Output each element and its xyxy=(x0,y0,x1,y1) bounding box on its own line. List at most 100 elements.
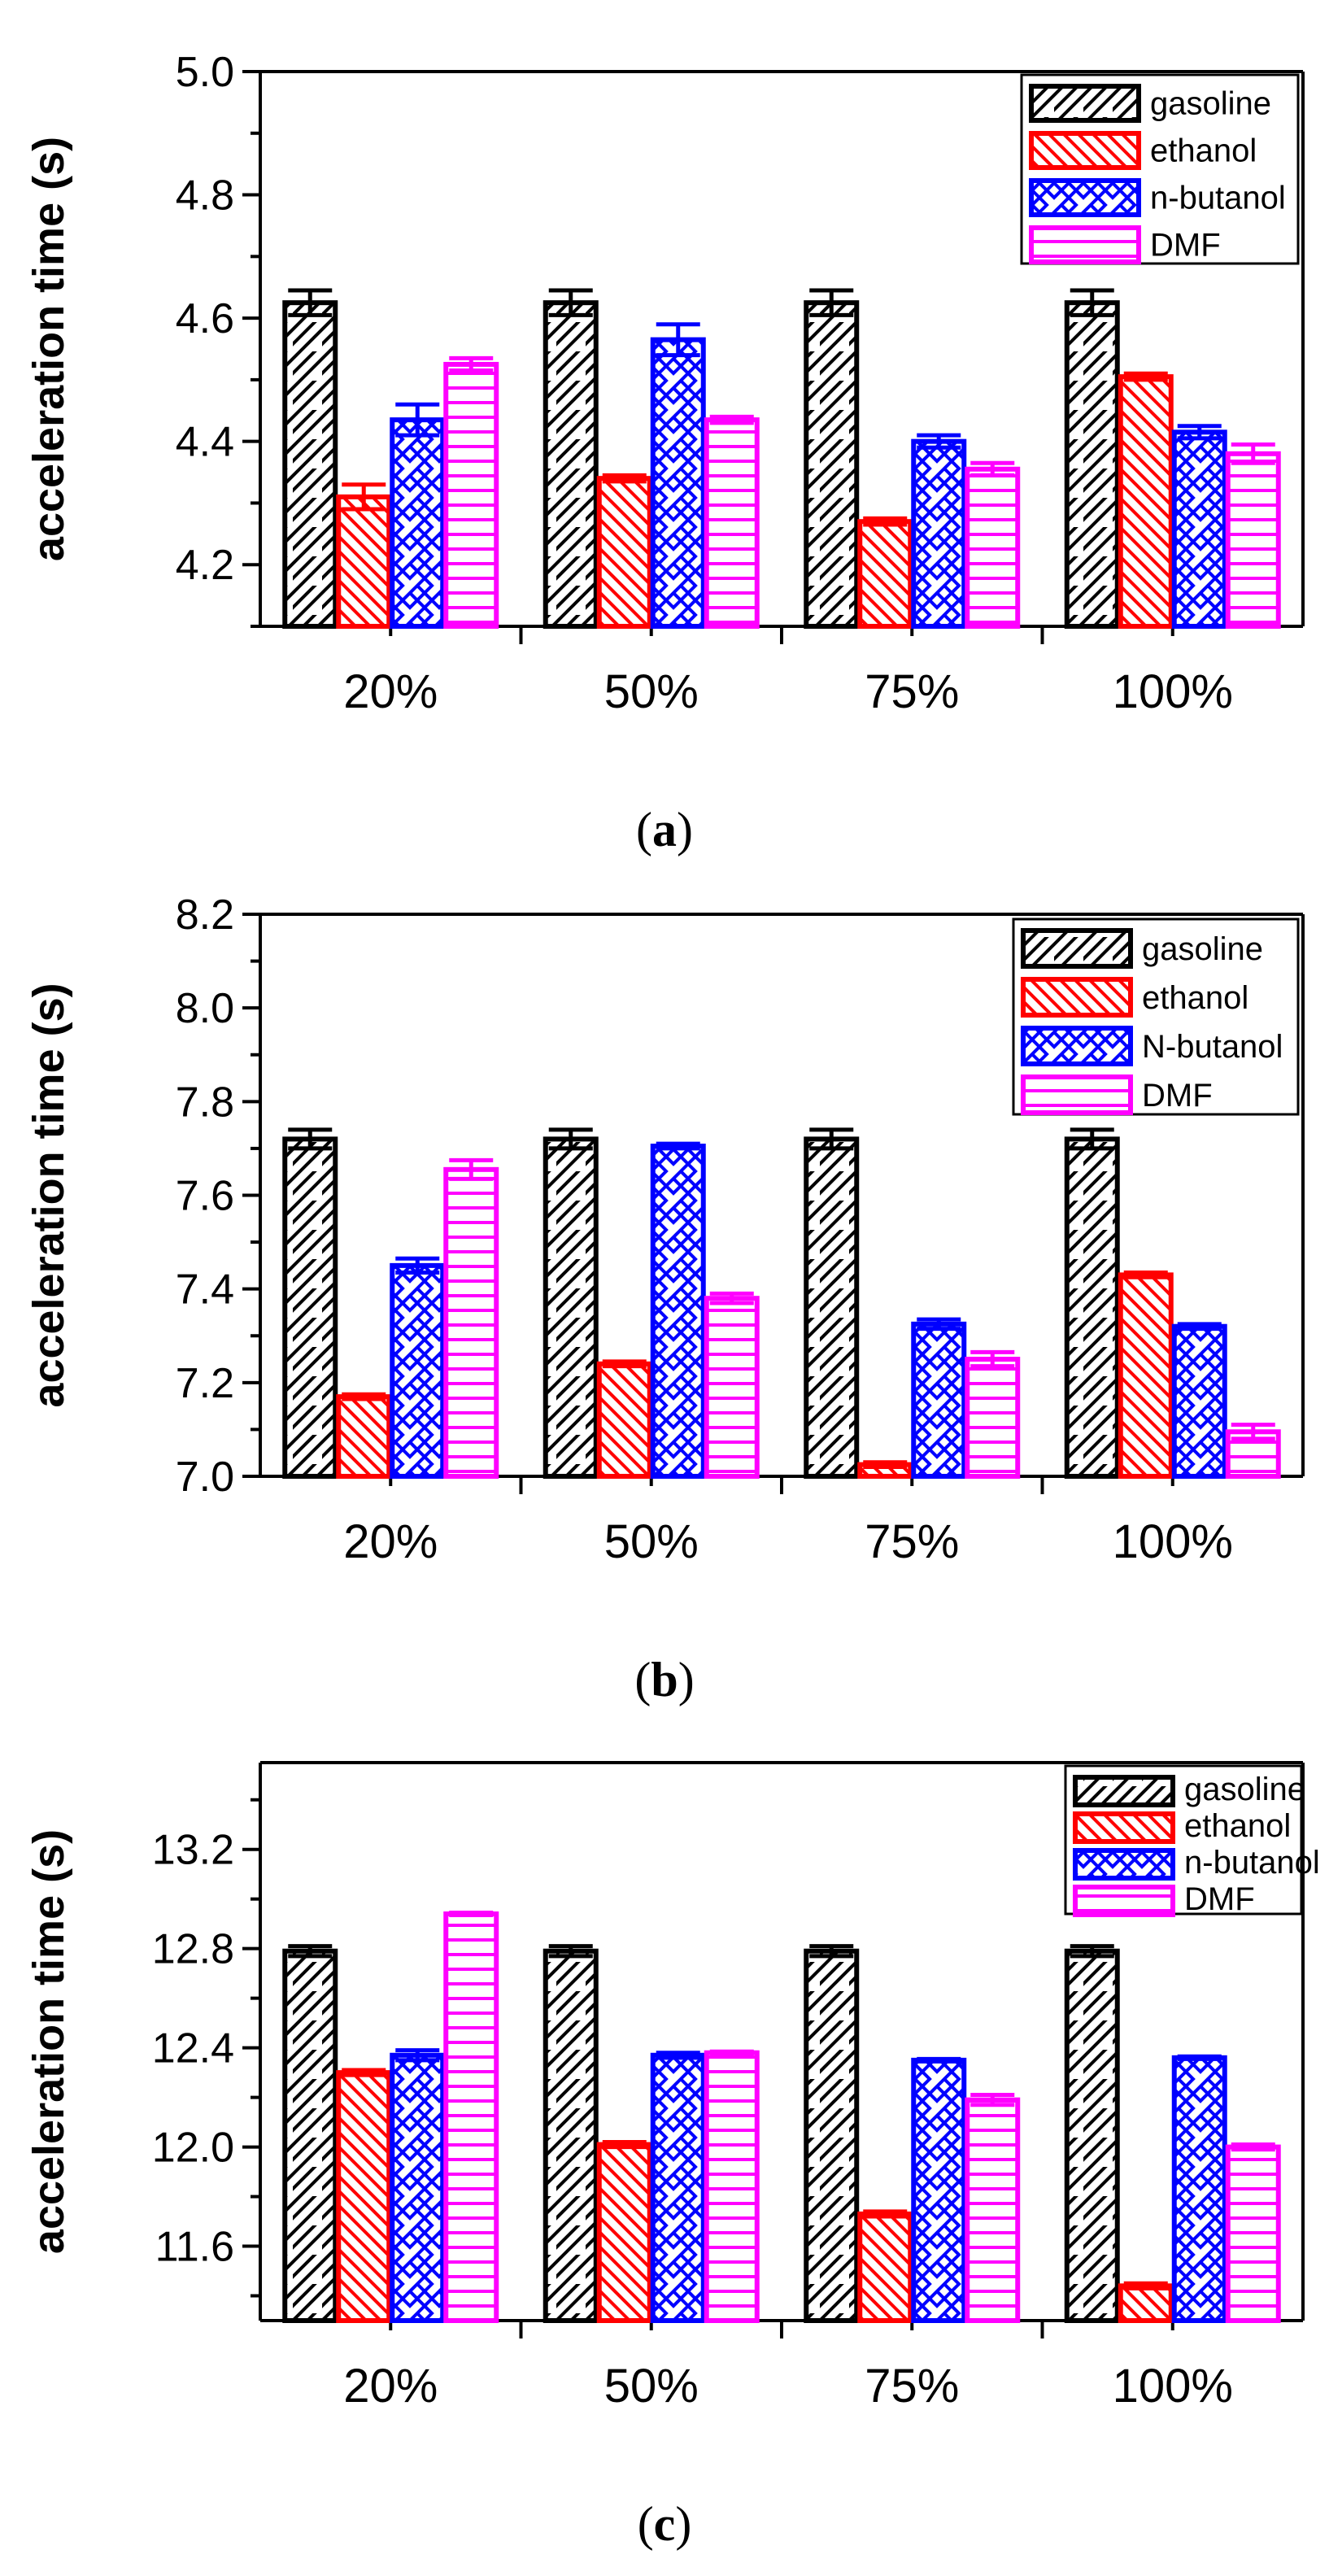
legend-label: N-butanol xyxy=(1142,1029,1283,1065)
y-tick-label: 5.0 xyxy=(176,49,234,96)
legend-label: DMF xyxy=(1150,227,1221,263)
y-axis-label: acceleration time (s) xyxy=(24,137,73,561)
bar-gasoline-20% xyxy=(282,1136,338,1480)
bar-n-butanol-100% xyxy=(1171,429,1227,629)
bar-n-butanol-75% xyxy=(911,2057,967,2324)
bar-gasoline-50% xyxy=(542,300,599,629)
y-tick-label: 4.2 xyxy=(176,542,234,589)
panel-caption: (b) xyxy=(634,1653,694,1706)
bar-DMF-50% xyxy=(704,417,760,630)
legend-swatch-ethanol xyxy=(1073,1811,1175,1844)
bar-DMF-50% xyxy=(704,2050,760,2323)
legend-label: ethanol xyxy=(1184,1808,1291,1844)
bar-DMF-100% xyxy=(1225,2144,1281,2324)
bar-DMF-20% xyxy=(443,1166,499,1480)
bar-ethanol-100% xyxy=(1118,374,1174,629)
y-tick-label: 12.4 xyxy=(152,2025,234,2073)
y-tick-label: 7.2 xyxy=(176,1360,234,1407)
legend-swatch-n-butanol xyxy=(1073,1848,1175,1881)
y-axis-label: acceleration time (s) xyxy=(24,983,73,1407)
bar-gasoline-75% xyxy=(804,300,860,629)
y-tick-label: 4.4 xyxy=(176,419,234,466)
y-tick-label: 12.0 xyxy=(152,2125,234,2172)
y-tick-label: 4.6 xyxy=(176,295,234,342)
bar-gasoline-50% xyxy=(542,1948,599,2324)
bar-ethanol-20% xyxy=(336,1394,392,1479)
x-tick-label: 20% xyxy=(343,1515,438,1568)
bar-DMF-100% xyxy=(1225,451,1281,629)
legend-label: gasoline xyxy=(1150,85,1271,121)
bar-ethanol-50% xyxy=(596,1361,652,1480)
bar-DMF-20% xyxy=(443,1911,499,2323)
legend-swatch-ethanol xyxy=(1029,131,1141,170)
y-tick-label: 8.0 xyxy=(176,985,234,1032)
bar-n-butanol-20% xyxy=(390,417,446,630)
x-tick-label: 50% xyxy=(604,2360,699,2413)
bar-DMF-20% xyxy=(443,361,499,629)
chart-panel-c: 11.6 12.0 12.4 12.8 13.2 acceleration time (s… xyxy=(24,1761,1320,2551)
legend-swatch-N-butanol xyxy=(1021,1026,1133,1066)
y-tick-label: 12.8 xyxy=(152,1926,234,1973)
bar-DMF-100% xyxy=(1225,1429,1281,1479)
legend-label: ethanol xyxy=(1150,133,1257,168)
bar-ethanol-100% xyxy=(1118,1272,1174,1480)
x-tick-label: 50% xyxy=(604,1515,699,1568)
legend-swatch-n-butanol xyxy=(1029,178,1141,217)
bar-ethanol-50% xyxy=(596,476,652,630)
chart-panel-a: 4.2 4.4 4.6 4.8 5.0 acceleration time (s) 20% 5… xyxy=(24,49,1305,856)
bar-DMF-75% xyxy=(965,2097,1021,2324)
x-tick-label: 100% xyxy=(1113,2360,1233,2413)
bar-ethanol-75% xyxy=(857,2211,913,2323)
bar-n-butanol-20% xyxy=(390,2052,446,2323)
y-tick-label: 11.6 xyxy=(155,2224,234,2271)
bar-gasoline-100% xyxy=(1064,1948,1120,2324)
bar-n-butanol-100% xyxy=(1171,2055,1227,2324)
y-tick-label: 7.8 xyxy=(176,1079,234,1126)
legend-swatch-DMF xyxy=(1021,1074,1133,1115)
y-tick-label: 7.6 xyxy=(176,1173,234,1220)
legend-label: gasoline xyxy=(1142,931,1263,967)
legend-label: n-butanol xyxy=(1150,180,1286,216)
bar-DMF-50% xyxy=(704,1296,760,1480)
bar-n-butanol-50% xyxy=(650,337,706,629)
bar-N-butanol-100% xyxy=(1171,1323,1227,1479)
bar-N-butanol-20% xyxy=(390,1262,446,1479)
legend-label: DMF xyxy=(1184,1881,1255,1917)
x-tick-label: 100% xyxy=(1113,665,1233,718)
bar-gasoline-50% xyxy=(542,1136,599,1480)
panel-caption: (c) xyxy=(638,2497,692,2551)
legend-swatch-DMF xyxy=(1029,225,1141,264)
bar-n-butanol-50% xyxy=(650,2052,706,2323)
y-tick-label: 7.4 xyxy=(176,1266,234,1314)
bar-ethanol-20% xyxy=(336,2070,392,2323)
x-tick-label: 75% xyxy=(865,665,959,718)
bar-DMF-75% xyxy=(965,1357,1021,1479)
bar-gasoline-75% xyxy=(804,1136,860,1480)
bar-N-butanol-50% xyxy=(650,1144,706,1479)
bar-ethanol-50% xyxy=(596,2142,652,2323)
legend: gasoline ethanol N-butanol DMF xyxy=(1012,918,1300,1116)
bar-gasoline-20% xyxy=(282,300,338,629)
x-tick-label: 75% xyxy=(865,1515,959,1568)
legend-label: gasoline xyxy=(1184,1772,1305,1807)
bar-gasoline-100% xyxy=(1064,1136,1120,1480)
bar-ethanol-75% xyxy=(857,519,913,630)
chart-panel-b: 7.0 7.2 7.4 7.6 7.8 8.0 8.2 acceleration time (… xyxy=(24,891,1305,1706)
legend-swatch-gasoline xyxy=(1021,928,1133,969)
bar-DMF-75% xyxy=(965,466,1021,629)
bar-N-butanol-75% xyxy=(911,1321,967,1479)
bar-ethanol-100% xyxy=(1118,2283,1174,2324)
legend: gasoline ethanol n-butanol DMF xyxy=(1020,73,1300,265)
bar-ethanol-20% xyxy=(336,494,392,629)
legend-swatch-gasoline xyxy=(1029,84,1141,123)
x-tick-label: 75% xyxy=(865,2360,959,2413)
bar-n-butanol-75% xyxy=(911,438,967,630)
bar-gasoline-20% xyxy=(282,1948,338,2324)
bar-gasoline-100% xyxy=(1064,300,1120,629)
x-tick-label: 50% xyxy=(604,665,699,718)
y-tick-label: 8.2 xyxy=(176,891,234,939)
legend-swatch-gasoline xyxy=(1073,1775,1175,1807)
y-tick-label: 13.2 xyxy=(152,1827,234,1874)
